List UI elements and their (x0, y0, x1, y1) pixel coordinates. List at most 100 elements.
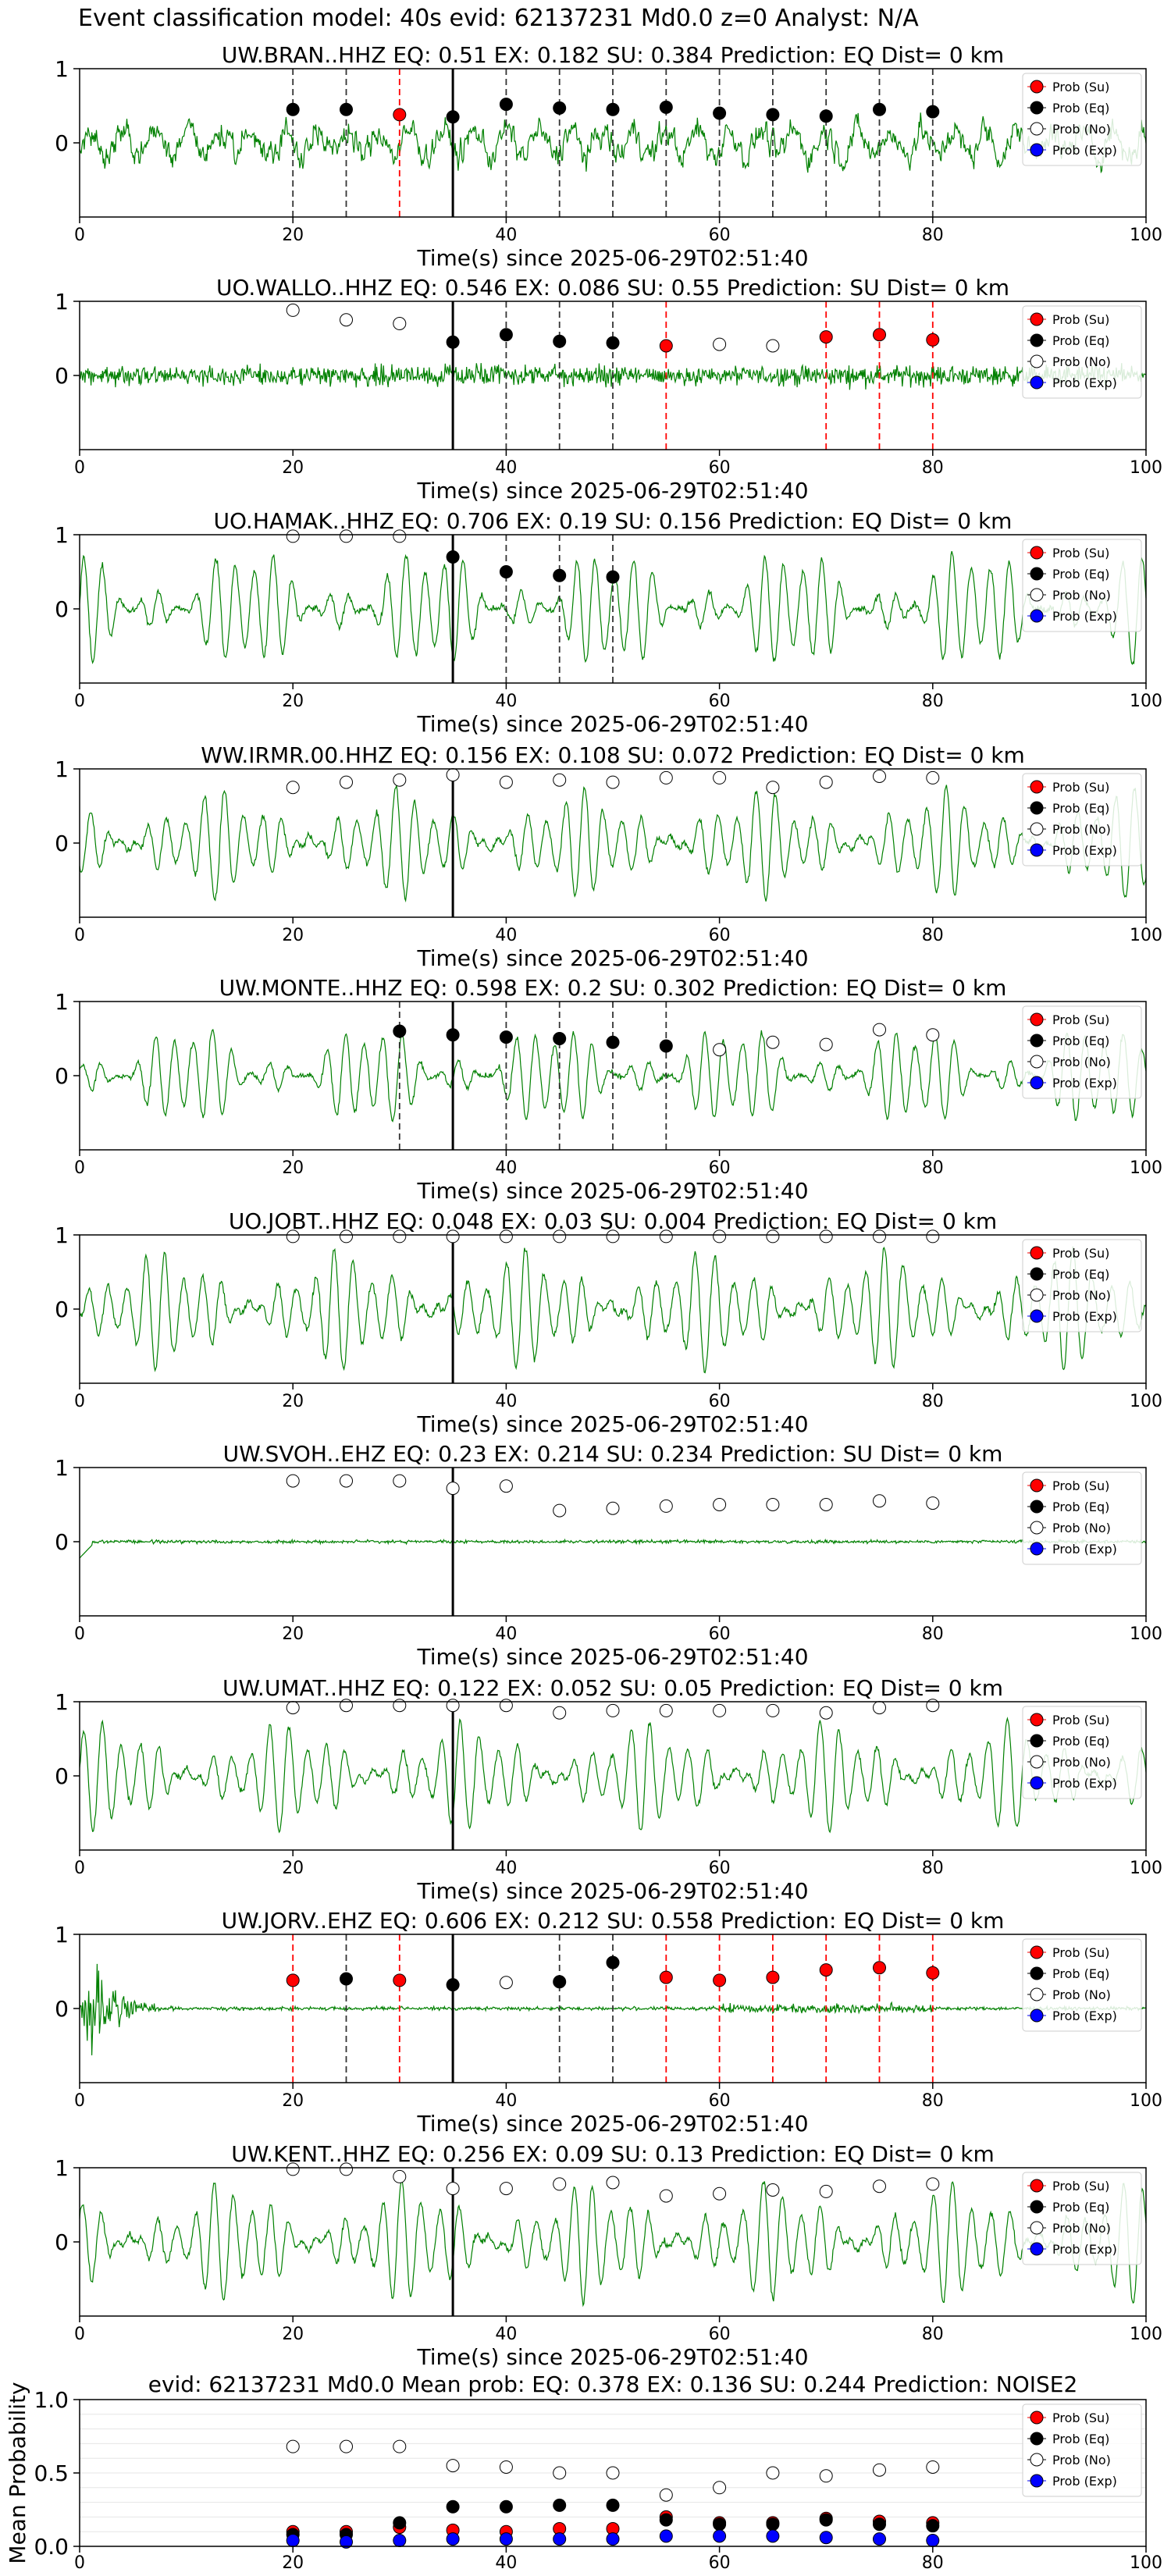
prob-marker (393, 529, 407, 543)
panel-title: evid: 62137231 Md0.0 Mean prob: EQ: 0.37… (148, 2371, 1078, 2397)
prob-marker (873, 2179, 886, 2194)
prob-marker (713, 1973, 727, 1987)
panel-title: UW.BRAN..HHZ EQ: 0.51 EX: 0.182 SU: 0.38… (222, 42, 1004, 68)
prob-marker (499, 775, 513, 789)
y-tick-label: 1 (55, 2155, 69, 2181)
x-tick-label: 0 (74, 1624, 85, 1644)
legend-box (1022, 1005, 1142, 1099)
legend-box (1022, 773, 1142, 866)
prob-marker (713, 1703, 727, 1717)
x-axis-label: Time(s) since 2025-06-29T02:51:40 (416, 1411, 808, 1437)
x-tick-label: 20 (282, 458, 304, 478)
x-tick-label: 40 (495, 2091, 517, 2111)
axes-frame (79, 1701, 1147, 1851)
y-tick-label: 0.0 (34, 2534, 69, 2560)
legend-label: Prob (Eq) (1052, 1034, 1109, 1048)
prob-marker (819, 330, 833, 344)
x-tick-label: 100 (1130, 1158, 1162, 1178)
legend-label: Prob (Eq) (1052, 2200, 1109, 2215)
legend-marker (1030, 1309, 1044, 1323)
legend-marker (1030, 1034, 1044, 1048)
legend-box (1022, 2172, 1142, 2265)
panel-4: WW.IRMR.00.HHZ EQ: 0.156 EX: 0.108 SU: 0… (55, 742, 1162, 971)
x-tick-label: 40 (495, 692, 517, 711)
legend-label: Prob (Exp) (1052, 375, 1117, 390)
y-tick-label: 1 (55, 1222, 69, 1248)
legend-label: Prob (Su) (1052, 1713, 1109, 1727)
x-tick-label: 0 (74, 2553, 85, 2573)
legend-label: Prob (Eq) (1052, 1267, 1109, 1282)
x-tick-label: 80 (922, 1158, 944, 1178)
prob-marker (499, 328, 513, 342)
panel-title: UW.KENT..HHZ EQ: 0.256 EX: 0.09 SU: 0.13… (231, 2141, 995, 2167)
prob-marker (926, 105, 940, 119)
prob-marker (766, 1229, 780, 1244)
mean-prob-marker (926, 2519, 940, 2533)
panel-11: evid: 62137231 Md0.0 Mean prob: EQ: 0.37… (5, 2371, 1162, 2573)
x-tick-label: 80 (922, 1392, 944, 1411)
prob-marker (553, 1032, 567, 1045)
prob-marker (393, 2169, 407, 2183)
legend-box (1022, 305, 1142, 399)
prob-marker (766, 1498, 780, 1511)
y-tick-label: 0 (55, 831, 69, 856)
prob-marker (393, 1024, 407, 1038)
mean-prob-marker (499, 2460, 513, 2474)
legend-marker (1030, 546, 1044, 560)
x-tick-label: 60 (709, 2325, 731, 2344)
x-axis-label: Time(s) since 2025-06-29T02:51:40 (416, 711, 808, 737)
x-tick-label: 60 (709, 2553, 731, 2573)
prob-marker (659, 1039, 673, 1053)
x-tick-label: 40 (495, 1392, 517, 1411)
x-axis-label: Time(s) since 2025-06-29T02:51:40 (416, 1878, 808, 1904)
mean-prob-marker (286, 2533, 300, 2547)
mean-prob-marker (926, 2460, 940, 2474)
legend-marker (1030, 1945, 1044, 1959)
x-tick-label: 60 (709, 692, 731, 711)
legend-label: Prob (Eq) (1052, 333, 1109, 348)
prob-marker (766, 339, 780, 353)
legend-label: Prob (No) (1052, 354, 1111, 369)
prob-marker (553, 1503, 567, 1517)
x-tick-label: 100 (1130, 926, 1162, 945)
legend-marker (1030, 1987, 1044, 2001)
waveform-trace (79, 784, 1147, 903)
x-axis-label: Time(s) since 2025-06-29T02:51:40 (416, 478, 808, 503)
legend-marker (1030, 1478, 1044, 1493)
y-tick-label: 0 (55, 1763, 69, 1789)
panel-8: UW.UMAT..HHZ EQ: 0.122 EX: 0.052 SU: 0.0… (55, 1675, 1162, 1904)
y-tick-label: 1 (55, 989, 69, 1015)
legend-marker (1030, 2008, 1044, 2023)
x-tick-label: 40 (495, 926, 517, 945)
mean-prob-marker (819, 2469, 833, 2483)
prob-marker (340, 313, 353, 327)
mean-prob-marker (286, 2439, 300, 2453)
y-tick-label: 0 (55, 130, 69, 156)
axes-frame (79, 768, 1147, 918)
prob-marker (446, 1229, 460, 1244)
legend-label: Prob (Eq) (1052, 567, 1109, 582)
y-tick-label: 1 (55, 1455, 69, 1481)
x-axis-label: Time(s) since 2025-06-29T02:51:40 (416, 245, 808, 271)
prob-marker (713, 770, 727, 785)
legend-marker (1030, 354, 1044, 368)
mean-prob-marker (446, 2532, 460, 2546)
prob-marker (446, 2182, 460, 2196)
legend-marker (1030, 2474, 1044, 2488)
prob-marker (286, 781, 300, 795)
prob-marker (766, 1703, 780, 1717)
x-tick-label: 80 (922, 458, 944, 478)
prob-marker (766, 2183, 780, 2197)
legend-label: Prob (Su) (1052, 2179, 1109, 2194)
x-tick-label: 60 (709, 2091, 731, 2111)
prob-marker (446, 110, 460, 124)
legend-marker (1030, 101, 1044, 115)
legend-marker (1030, 843, 1044, 857)
prob-marker (393, 773, 407, 787)
panel-title: UO.HAMAK..HHZ EQ: 0.706 EX: 0.19 SU: 0.1… (214, 508, 1013, 534)
prob-marker (713, 2186, 727, 2201)
prob-marker (766, 1970, 780, 1984)
prob-marker (819, 1229, 833, 1244)
legend-label: Prob (No) (1052, 2453, 1111, 2467)
x-tick-label: 0 (74, 2091, 85, 2111)
